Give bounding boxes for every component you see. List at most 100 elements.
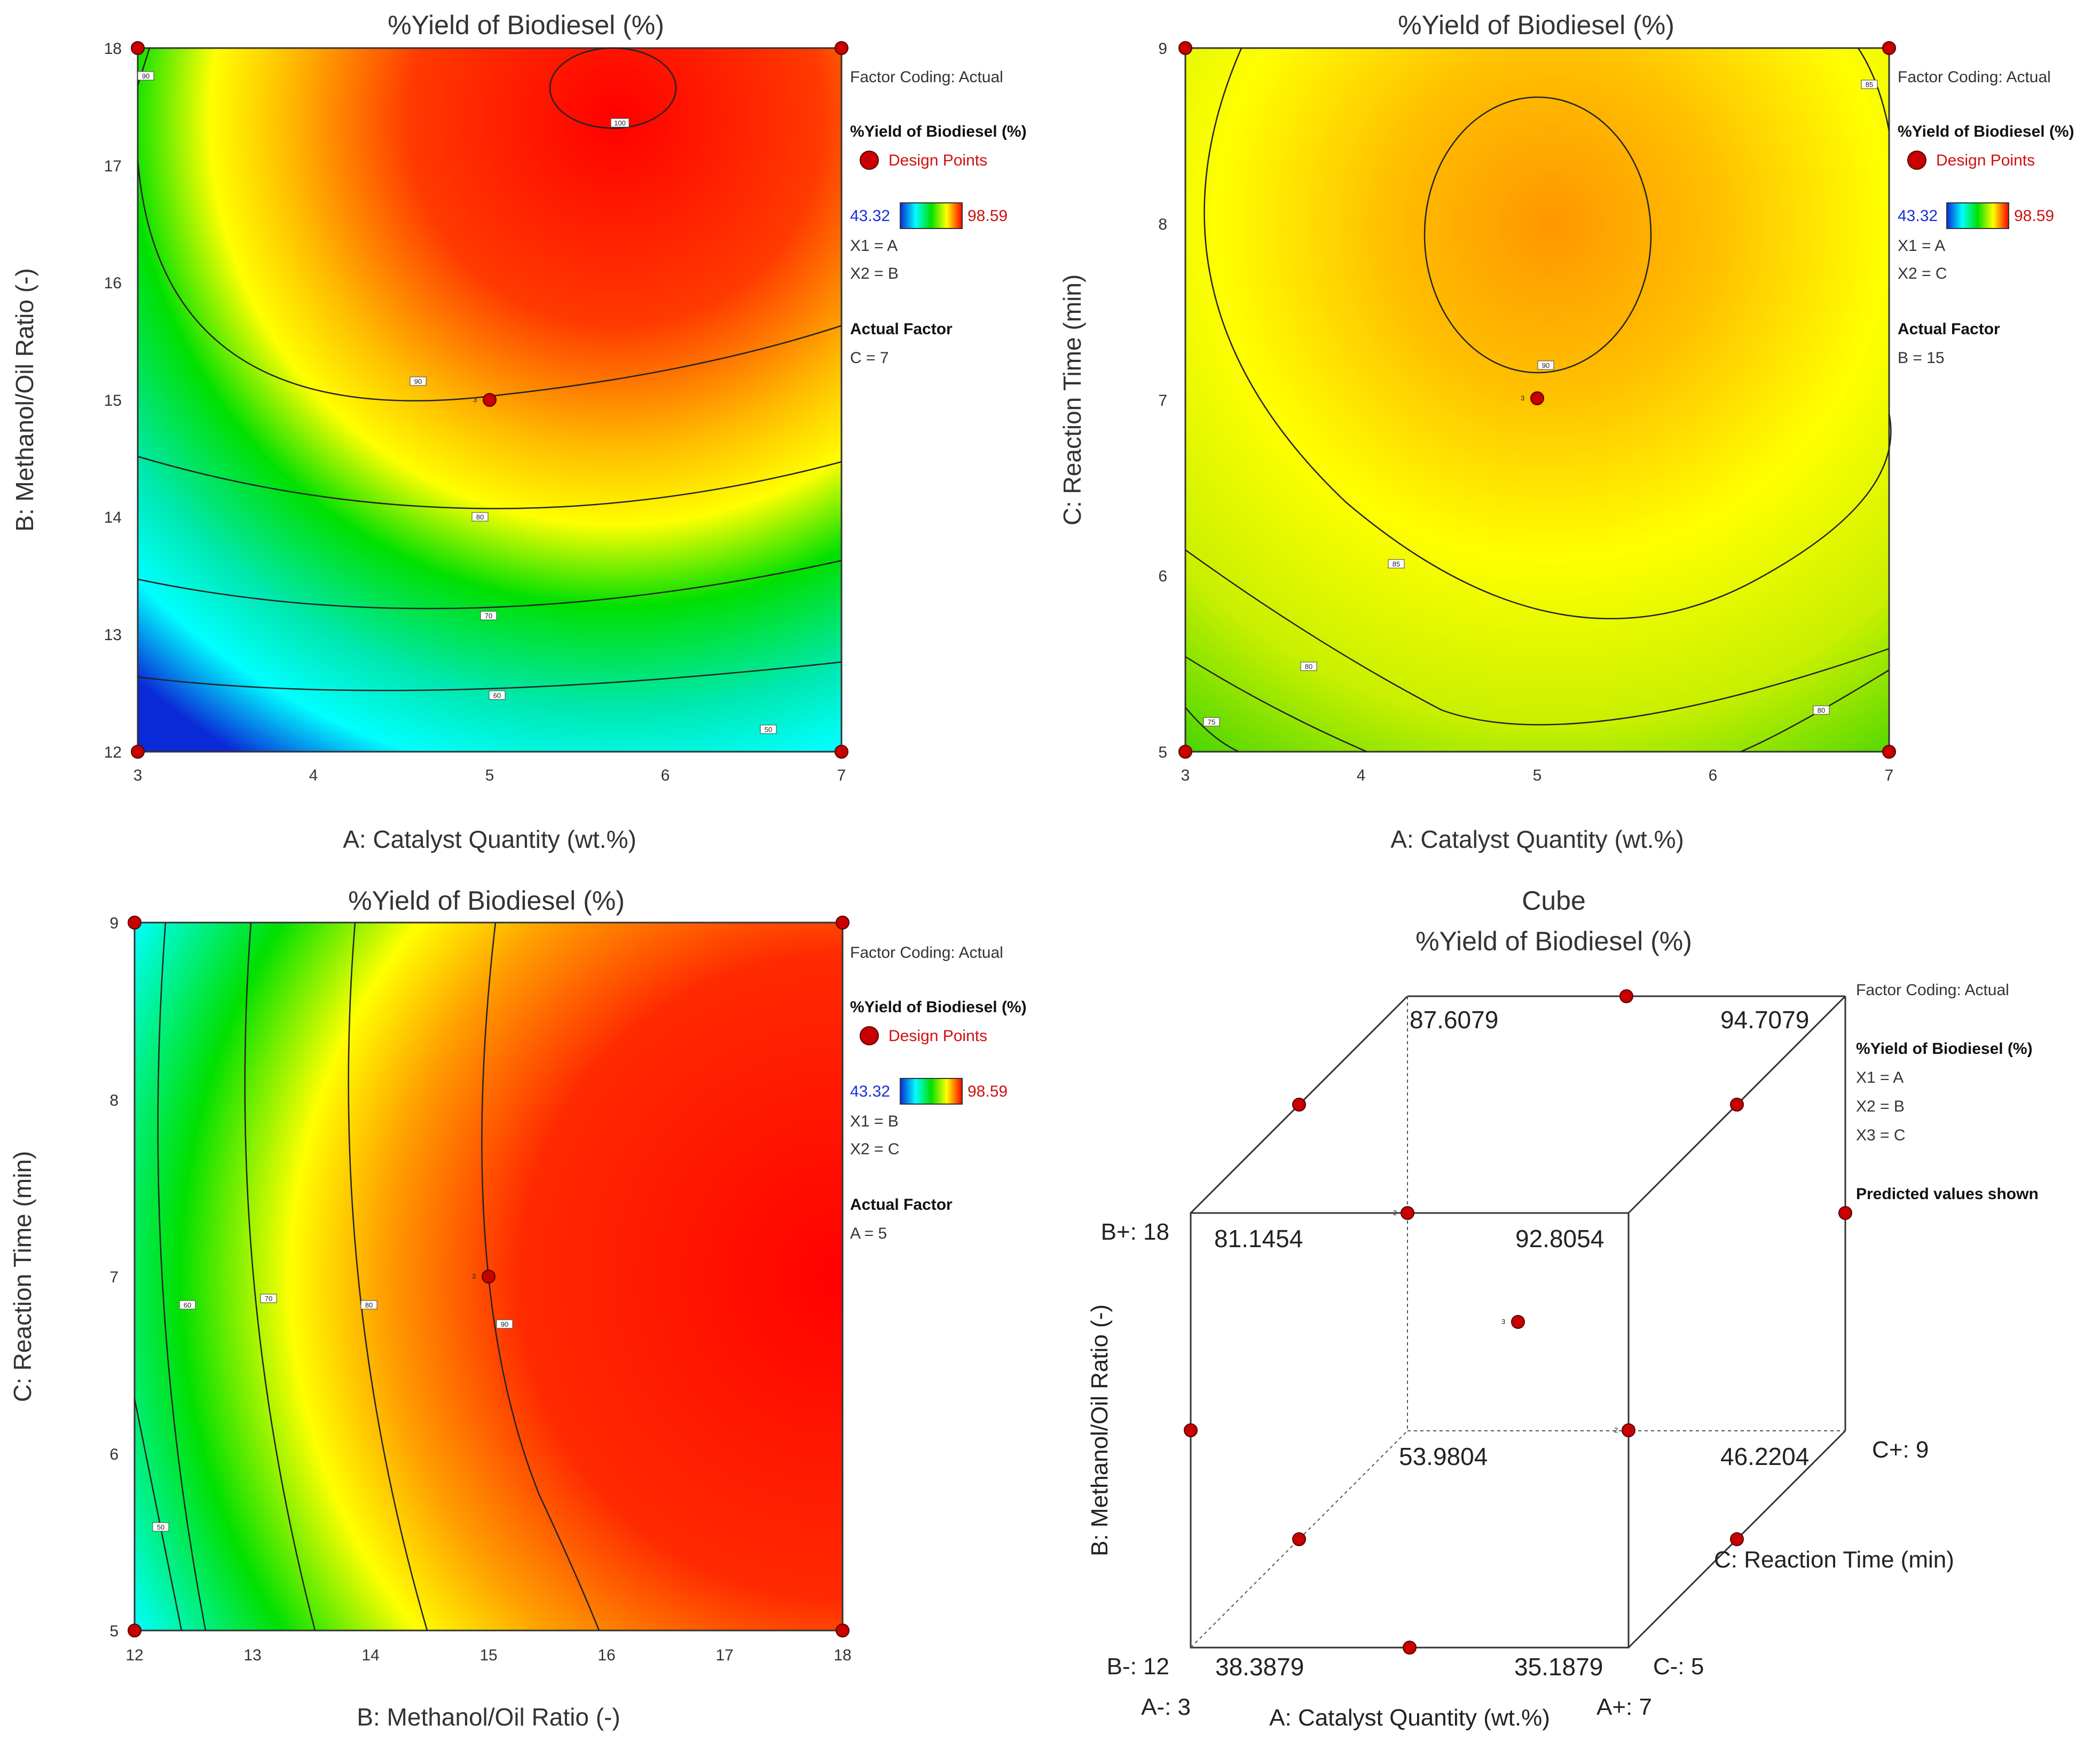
- panel-1-design-points: [131, 41, 848, 759]
- cube-value: 87.6079: [1410, 1006, 1498, 1034]
- tick-label: 14: [361, 1647, 379, 1664]
- design-point: [1292, 1098, 1306, 1112]
- panel-3-x-ticks: 12 13 14 15 16 17 18: [125, 1647, 851, 1664]
- legend-factor-coding: Factor Coding: Actual: [850, 944, 1003, 962]
- design-point: [1730, 1098, 1744, 1112]
- svg-text:100: 100: [614, 119, 626, 127]
- legend-min: 43.32: [850, 1083, 890, 1100]
- cube-value: 92.8054: [1515, 1225, 1604, 1252]
- design-point: [482, 1270, 495, 1283]
- cube-c-minus: C-: 5: [1653, 1653, 1704, 1680]
- tick-label: 6: [1709, 767, 1718, 784]
- legend-actual-factor: A = 5: [850, 1225, 887, 1242]
- design-point: [1178, 745, 1192, 759]
- design-point: [1403, 1641, 1417, 1655]
- contour-label: 80: [471, 512, 489, 522]
- design-point: [1730, 1532, 1744, 1546]
- svg-text:50: 50: [157, 1523, 164, 1531]
- svg-text:90: 90: [142, 72, 150, 80]
- panel-1-legend: Factor Coding: Actual %Yield of Biodiese…: [850, 68, 1027, 367]
- panel-1-x-axis-label: A: Catalyst Quantity (wt.%): [343, 825, 636, 853]
- contour-line: [137, 160, 842, 401]
- tick-label: 7: [1158, 392, 1167, 409]
- cube-c-plus: C+: 9: [1872, 1437, 1929, 1463]
- tick-label: 7: [109, 1269, 119, 1286]
- legend-note: Predicted values shown: [1856, 1185, 2039, 1203]
- contour-line: [1185, 549, 1890, 726]
- panel-3-y-ticks: 5 6 7 8 9: [109, 915, 119, 1640]
- panel-2-contour-labels: 75 80 80 85 85 90: [1203, 80, 1878, 727]
- cube-value: 81.1454: [1214, 1225, 1303, 1252]
- contour-label: 90: [137, 71, 154, 81]
- svg-text:90: 90: [501, 1320, 508, 1328]
- contour-line: [1185, 656, 1367, 753]
- legend-max: 98.59: [968, 207, 1008, 225]
- panel-3-title: %Yield of Biodiesel (%): [348, 886, 625, 916]
- tick-label: 9: [1158, 40, 1167, 58]
- contour-label: 85: [1388, 559, 1405, 569]
- cube-a-minus: A-: 3: [1141, 1694, 1191, 1720]
- point-count: 3: [1501, 1318, 1505, 1326]
- legend-design-points: Design Points: [888, 1027, 987, 1045]
- tick-label: 17: [715, 1647, 733, 1664]
- point-count: 3: [472, 1272, 476, 1280]
- legend-actual-factor-title: Actual Factor: [850, 1196, 953, 1214]
- legend-min: 43.32: [850, 207, 890, 225]
- design-point: [1619, 989, 1633, 1003]
- design-point: [128, 916, 141, 929]
- legend-design-point-marker: [860, 1026, 879, 1045]
- panel-3-contours: [133, 922, 600, 1631]
- contour-line: [157, 922, 207, 1631]
- legend-response: %Yield of Biodiesel (%): [1898, 123, 2074, 140]
- legend-x1: X1 = A: [1898, 237, 1945, 255]
- contour-label: 70: [480, 611, 497, 620]
- contour-label: 50: [760, 724, 777, 734]
- contour-line: [549, 47, 677, 129]
- design-point: [131, 745, 145, 759]
- contour-label: 90: [1537, 360, 1554, 370]
- legend-design-points: Design Points: [888, 152, 987, 169]
- contour-line: [1740, 669, 1890, 753]
- tick-label: 12: [104, 744, 122, 761]
- contour-label: 70: [260, 1294, 277, 1303]
- legend-color-bar: [900, 202, 963, 229]
- legend-factor-coding: Factor Coding: Actual: [1856, 981, 2009, 999]
- tick-label: 9: [109, 915, 119, 932]
- design-point: [1530, 391, 1544, 405]
- legend-design-points: Design Points: [1936, 152, 2035, 169]
- svg-text:75: 75: [1208, 718, 1215, 726]
- svg-text:80: 80: [365, 1301, 373, 1309]
- design-point: [1622, 1423, 1635, 1437]
- point-count: 3: [473, 396, 477, 404]
- tick-label: 16: [104, 274, 122, 292]
- tick-label: 8: [109, 1092, 119, 1109]
- tick-label: 6: [109, 1446, 119, 1463]
- legend-x2: X2 = B: [850, 265, 899, 282]
- cube-axis-labels: B+: 18 B-: 12 A-: 3 A+: 7 C-: 5 C+: 9 A:…: [1087, 1219, 1954, 1731]
- panel-2-title: %Yield of Biodiesel (%): [1398, 10, 1674, 40]
- tick-label: 5: [485, 767, 494, 784]
- tick-label: 18: [833, 1647, 851, 1664]
- contour-label: 85: [1861, 80, 1878, 89]
- legend-max: 98.59: [968, 1083, 1008, 1100]
- panel-2-y-axis-label: C: Reaction Time (min): [1058, 274, 1086, 525]
- tick-label: 13: [104, 626, 122, 644]
- design-point: [835, 41, 848, 55]
- design-point: [836, 916, 850, 929]
- point-count: 2: [1393, 1209, 1397, 1217]
- contour-label: 90: [410, 376, 427, 386]
- legend-actual-factor-title: Actual Factor: [850, 320, 953, 338]
- legend-min: 43.32: [1898, 207, 1938, 225]
- legend-x1: X1 = A: [1856, 1069, 1904, 1086]
- panel-2-design-points: [1178, 41, 1896, 759]
- design-point: [1184, 1423, 1198, 1437]
- design-point: [1511, 1315, 1525, 1329]
- panel-2-x-ticks: 3 4 5 6 7: [1181, 767, 1894, 784]
- point-count: 3: [1521, 394, 1524, 402]
- legend-x3: X3 = C: [1856, 1126, 1906, 1144]
- contour-label: 80: [1813, 705, 1830, 715]
- contour-line: [133, 1398, 183, 1631]
- panel-2-y-ticks: 5 6 7 8 9: [1158, 40, 1167, 761]
- svg-text:50: 50: [765, 726, 772, 734]
